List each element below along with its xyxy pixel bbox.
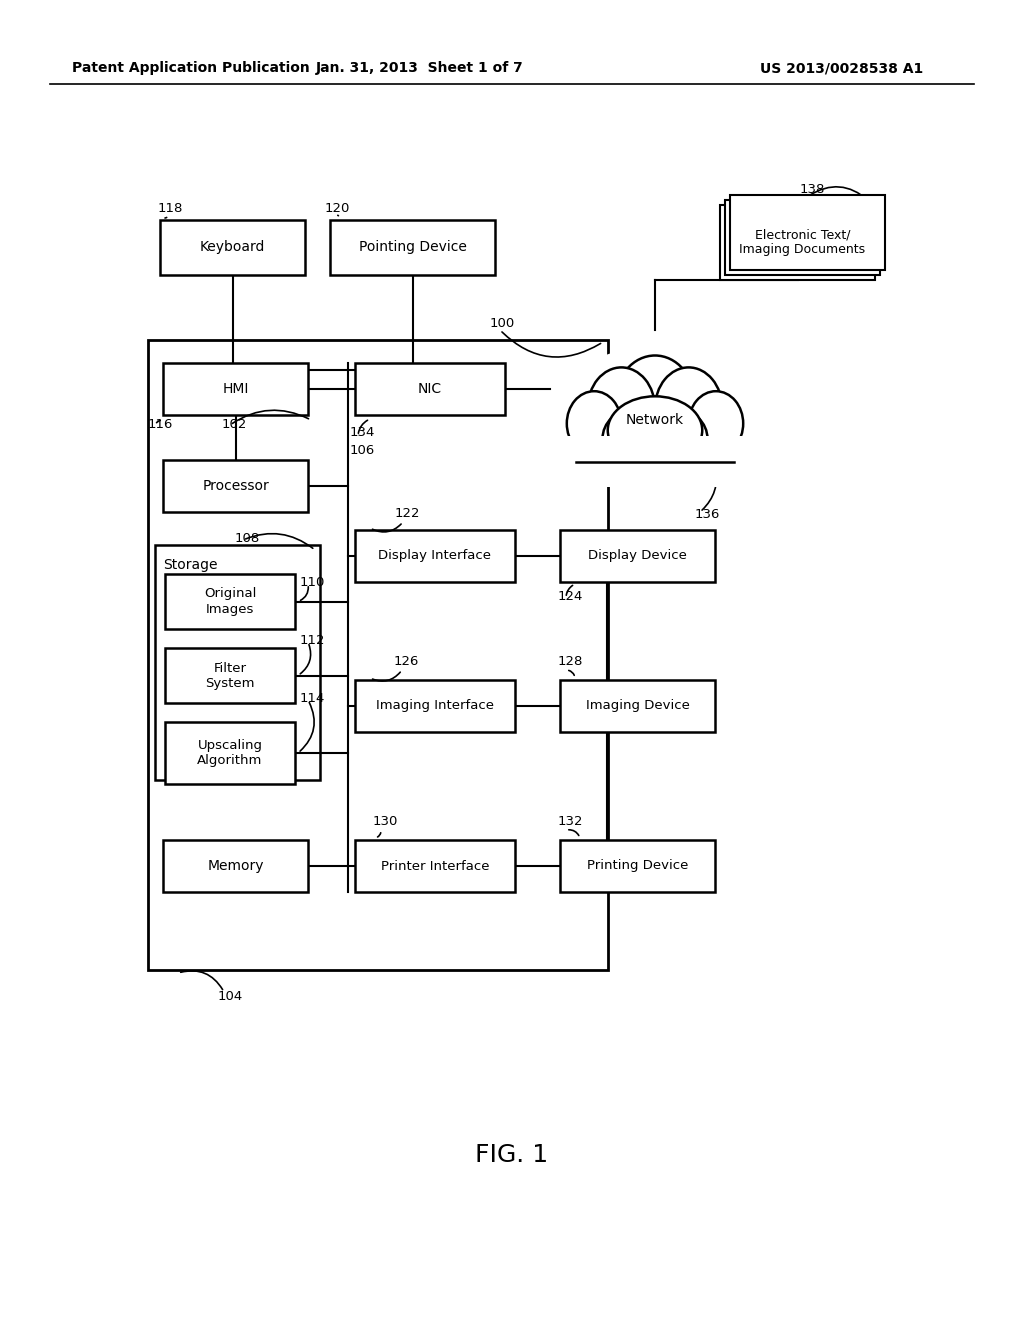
Ellipse shape — [655, 367, 722, 449]
Ellipse shape — [688, 391, 743, 455]
Text: 126: 126 — [394, 655, 420, 668]
Text: Original
Images: Original Images — [204, 587, 256, 615]
Text: Printer Interface: Printer Interface — [381, 859, 489, 873]
Text: NIC: NIC — [418, 381, 442, 396]
Text: Imaging Interface: Imaging Interface — [376, 700, 494, 713]
Text: Electronic Text/
Imaging Documents: Electronic Text/ Imaging Documents — [739, 228, 865, 256]
Text: US 2013/0028538 A1: US 2013/0028538 A1 — [760, 61, 924, 75]
Text: Patent Application Publication: Patent Application Publication — [72, 61, 309, 75]
Text: 130: 130 — [373, 814, 398, 828]
Text: 110: 110 — [300, 576, 326, 589]
FancyBboxPatch shape — [720, 205, 874, 280]
Ellipse shape — [588, 367, 655, 449]
Text: 120: 120 — [325, 202, 350, 215]
Text: 112: 112 — [300, 634, 326, 647]
FancyBboxPatch shape — [165, 574, 295, 630]
FancyBboxPatch shape — [560, 436, 750, 487]
FancyBboxPatch shape — [165, 648, 295, 704]
Text: 124: 124 — [558, 590, 584, 603]
Text: Storage: Storage — [163, 558, 217, 572]
Text: 106: 106 — [350, 444, 375, 457]
FancyBboxPatch shape — [560, 680, 715, 733]
Text: 138: 138 — [800, 183, 825, 195]
FancyBboxPatch shape — [730, 195, 885, 271]
Text: 116: 116 — [148, 418, 173, 432]
Text: Network: Network — [626, 413, 684, 426]
FancyBboxPatch shape — [163, 840, 308, 892]
Ellipse shape — [644, 409, 708, 469]
Text: Printing Device: Printing Device — [587, 859, 688, 873]
Text: Display Device: Display Device — [588, 549, 687, 562]
FancyBboxPatch shape — [163, 459, 308, 512]
Text: 102: 102 — [222, 418, 248, 432]
FancyBboxPatch shape — [560, 840, 715, 892]
FancyBboxPatch shape — [330, 220, 495, 275]
Text: Keyboard: Keyboard — [200, 240, 265, 255]
Ellipse shape — [615, 355, 695, 449]
Text: HMI: HMI — [222, 381, 249, 396]
FancyBboxPatch shape — [725, 201, 880, 275]
Text: 132: 132 — [558, 814, 584, 828]
Text: 134: 134 — [350, 425, 376, 438]
Text: 114: 114 — [300, 692, 326, 705]
FancyBboxPatch shape — [560, 531, 715, 582]
FancyBboxPatch shape — [165, 722, 295, 784]
Text: Memory: Memory — [207, 859, 264, 873]
Text: Upscaling
Algorithm: Upscaling Algorithm — [198, 739, 263, 767]
Text: 118: 118 — [158, 202, 183, 215]
Text: Jan. 31, 2013  Sheet 1 of 7: Jan. 31, 2013 Sheet 1 of 7 — [316, 61, 524, 75]
Text: Processor: Processor — [202, 479, 269, 492]
FancyBboxPatch shape — [355, 680, 515, 733]
Ellipse shape — [608, 396, 702, 465]
FancyBboxPatch shape — [355, 840, 515, 892]
Text: 104: 104 — [218, 990, 244, 1003]
Text: Imaging Device: Imaging Device — [586, 700, 689, 713]
Text: 122: 122 — [395, 507, 421, 520]
Ellipse shape — [602, 409, 666, 469]
FancyBboxPatch shape — [355, 363, 505, 414]
Text: FIG. 1: FIG. 1 — [475, 1143, 549, 1167]
FancyBboxPatch shape — [163, 363, 308, 414]
Text: 108: 108 — [234, 532, 260, 544]
Ellipse shape — [567, 391, 622, 455]
FancyBboxPatch shape — [160, 220, 305, 275]
Text: 128: 128 — [558, 655, 584, 668]
Ellipse shape — [550, 347, 760, 483]
Text: Pointing Device: Pointing Device — [358, 240, 467, 255]
Text: 100: 100 — [490, 317, 515, 330]
FancyBboxPatch shape — [355, 531, 515, 582]
Text: Filter
System: Filter System — [205, 661, 255, 689]
Text: Display Interface: Display Interface — [379, 549, 492, 562]
Text: 136: 136 — [695, 508, 720, 521]
